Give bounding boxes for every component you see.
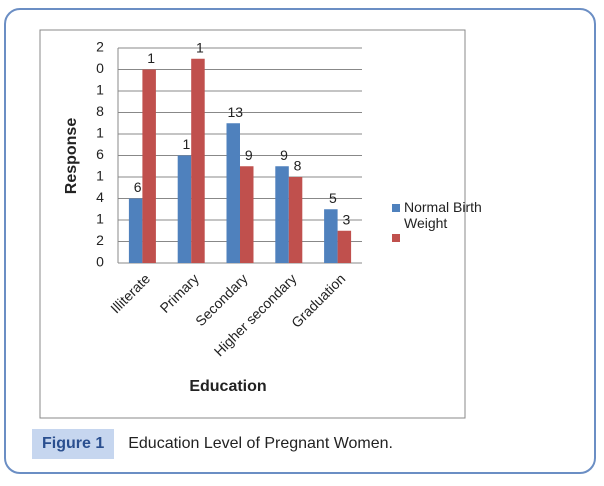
frame (4, 8, 596, 474)
value-label: 5 (329, 190, 337, 206)
caption-text: Education Level of Pregnant Women. (128, 435, 393, 452)
y-tick-label: 1 (96, 125, 104, 141)
y-tick-label: 4 (96, 189, 104, 205)
value-label: 1 (183, 136, 191, 152)
bar (337, 230, 352, 263)
y-tick-label: 2 (96, 39, 104, 55)
caption-label: Figure 1 (32, 429, 115, 459)
value-label: 8 (294, 158, 302, 174)
value-label: 9 (245, 147, 253, 163)
y-tick-label: 1 (96, 211, 104, 227)
bar (240, 166, 254, 263)
bar (191, 58, 205, 263)
x-axis-title: Education (189, 378, 266, 395)
value-label: 1 (147, 50, 155, 66)
value-label: 13 (227, 104, 243, 120)
bar (275, 166, 289, 263)
y-tick-label: 2 (96, 232, 104, 248)
bar (288, 177, 303, 263)
value-label: 3 (342, 211, 350, 227)
y-tick-label: 0 (96, 254, 104, 270)
chart-box (39, 29, 466, 419)
y-tick-label: 8 (96, 103, 104, 119)
bar (128, 198, 143, 263)
bar (177, 155, 192, 263)
value-label: 9 (280, 147, 288, 163)
value-label: 6 (134, 179, 142, 195)
bar (142, 69, 156, 263)
legend-swatch (392, 234, 400, 242)
legend-swatch (392, 204, 400, 212)
legend-label: Normal Birth Weight (404, 199, 482, 231)
y-tick-label: 1 (96, 168, 104, 184)
bar (324, 209, 338, 263)
y-tick-label: 1 (96, 82, 104, 98)
y-tick-label: 0 (96, 60, 104, 76)
y-tick-label: 6 (96, 146, 104, 162)
y-axis-title: Response (63, 118, 80, 195)
caption: Figure 1 Education Level of Pregnant Wom… (32, 428, 393, 460)
bar (226, 123, 240, 263)
value-label: 1 (196, 39, 204, 55)
